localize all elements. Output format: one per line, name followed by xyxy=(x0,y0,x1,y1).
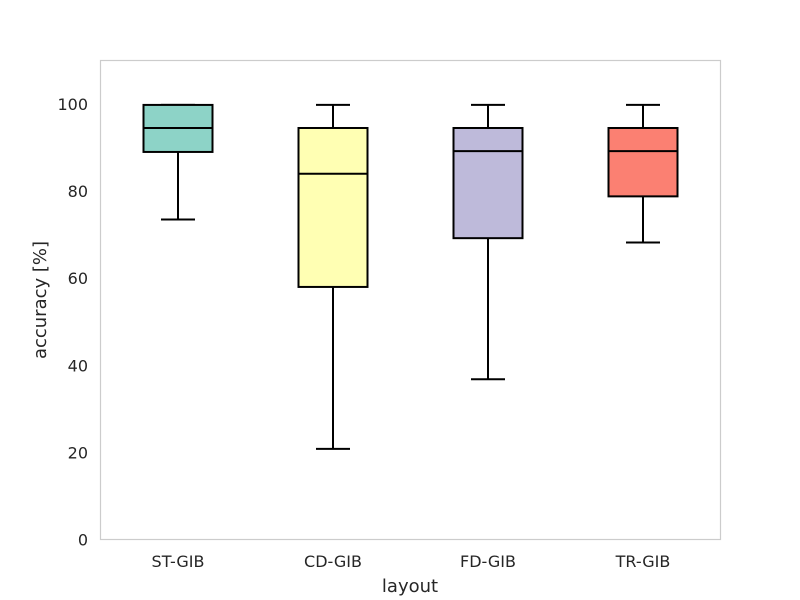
x-tick-label: CD-GIB xyxy=(304,552,362,571)
x-tick-label: TR-GIB xyxy=(615,552,671,571)
x-tick-label: FD-GIB xyxy=(460,552,516,571)
y-tick-label: 40 xyxy=(68,356,88,375)
y-tick-label: 80 xyxy=(68,182,88,201)
y-tick-label: 20 xyxy=(68,443,88,462)
x-tick-label: ST-GIB xyxy=(152,552,205,571)
x-axis-ticks: ST-GIB CD-GIB FD-GIB TR-GIB xyxy=(152,552,671,571)
x-axis-label: layout xyxy=(382,576,438,597)
y-tick-label: 100 xyxy=(57,95,88,114)
box-body xyxy=(609,128,678,196)
y-axis-ticks: 0 20 40 60 80 100 xyxy=(57,95,88,549)
y-axis-label: accuracy [%] xyxy=(30,241,51,359)
y-tick-label: 60 xyxy=(68,269,88,288)
box-body xyxy=(299,128,368,287)
y-tick-label: 0 xyxy=(78,531,88,550)
box-body xyxy=(454,128,523,238)
